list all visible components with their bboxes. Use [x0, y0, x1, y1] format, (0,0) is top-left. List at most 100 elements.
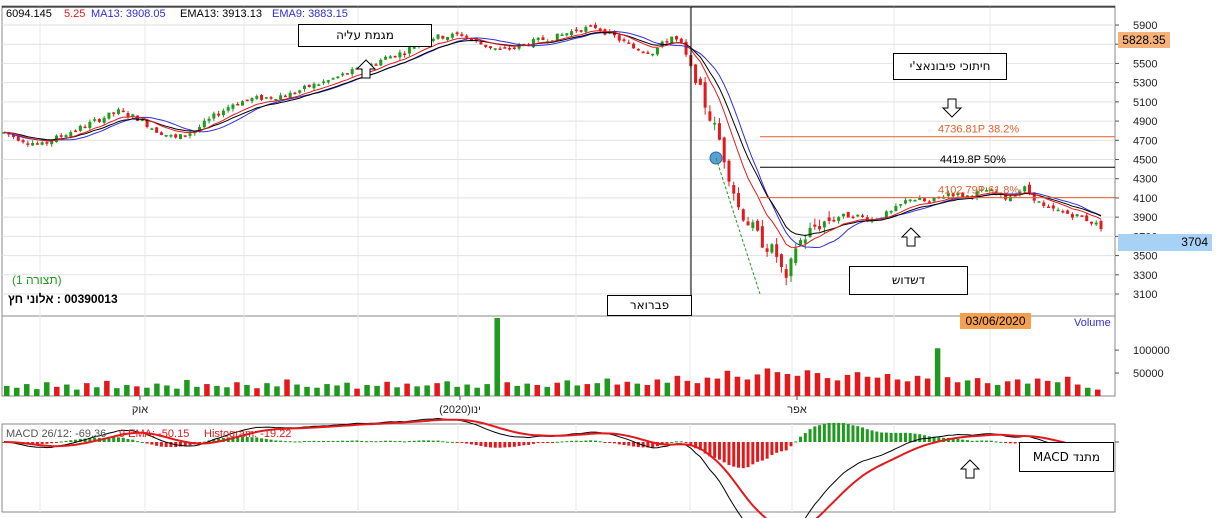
macd-histogram-bar	[570, 440, 574, 442]
volume-bar	[904, 381, 911, 396]
volume-label: Volume	[1074, 317, 1111, 329]
volume-bar	[704, 377, 711, 396]
volume-bar	[604, 378, 611, 396]
candle-body	[980, 189, 984, 191]
macd-histogram-bar	[369, 441, 373, 443]
candle-body	[908, 199, 912, 202]
macd-histogram-bar	[50, 442, 54, 444]
macd-histogram-bar	[31, 442, 35, 445]
volume-bar	[214, 385, 220, 396]
macd-histogram-bar	[732, 442, 736, 467]
macd-histogram-bar	[841, 423, 845, 442]
candle-body	[336, 76, 340, 78]
macd-histogram-bar	[703, 442, 707, 454]
price-tick-label: 3100	[1133, 289, 1157, 301]
candle-body	[240, 101, 244, 106]
candle-body	[865, 217, 869, 221]
macd-histogram-bar	[441, 441, 445, 443]
macd-histogram-bar	[784, 442, 788, 451]
macd-histogram-bar	[121, 437, 125, 442]
fib-level-label: 4102.79P 61.8%	[938, 185, 1019, 197]
volume-bar	[324, 384, 330, 396]
volume-bar	[414, 386, 420, 396]
macd-histogram-bar	[350, 440, 354, 442]
macd-histogram-bar	[317, 441, 321, 443]
macd-histogram-bar	[403, 441, 407, 443]
macd-histogram-bar	[288, 441, 292, 443]
macd-histogram-legend: Histogram: -19.22	[204, 428, 292, 440]
candle-body	[784, 269, 788, 278]
candle-body	[832, 219, 836, 222]
macd-histogram-bar	[93, 437, 97, 442]
macd-histogram-bar	[116, 437, 120, 442]
candle-body	[198, 127, 202, 131]
volume-bar	[1074, 384, 1081, 396]
macd-histogram-bar	[145, 442, 149, 444]
candle-body	[923, 198, 927, 202]
macd-histogram-bar	[1008, 442, 1012, 444]
candle-body	[985, 190, 989, 192]
volume-bar	[754, 374, 761, 396]
candle-body	[326, 80, 330, 83]
candle-body	[446, 37, 450, 40]
macd-histogram-bar	[851, 425, 855, 442]
candle-body	[665, 41, 669, 43]
candle-body	[465, 35, 469, 38]
macd-histogram-bar	[498, 442, 502, 448]
candle-body	[83, 126, 87, 129]
candle-body	[570, 31, 574, 35]
fib-anchor-line	[715, 157, 761, 295]
macd-histogram-bar	[608, 442, 612, 443]
candle-body	[121, 110, 125, 113]
macd-histogram-bar	[875, 431, 879, 442]
candle-body	[131, 114, 135, 117]
current-price-badge: 3704	[1118, 234, 1212, 251]
volume-bar	[184, 379, 190, 396]
candle-body	[1080, 215, 1084, 217]
macd-histogram-bar	[336, 440, 340, 442]
volume-bar	[34, 389, 40, 396]
candle-body	[722, 137, 726, 163]
candle-body	[737, 193, 741, 208]
candle-body	[884, 211, 888, 219]
macd-histogram-bar	[269, 439, 273, 442]
candle-body	[407, 47, 411, 54]
volume-bar	[574, 385, 581, 396]
candle-body	[827, 217, 831, 222]
candle-body	[651, 53, 655, 56]
candle-body	[713, 122, 717, 125]
volume-bar	[74, 389, 80, 396]
candle-body	[488, 46, 492, 49]
volume-bar	[714, 378, 721, 396]
macd-histogram-bar	[40, 442, 44, 444]
candle-body	[88, 121, 92, 128]
candle-body	[789, 258, 793, 277]
macd-histogram-bar	[503, 442, 507, 448]
macd-histogram-bar	[178, 442, 182, 447]
candle-body	[164, 135, 168, 137]
candle-body	[460, 34, 464, 37]
macd-histogram-bar	[322, 440, 326, 442]
candle-body	[450, 33, 454, 38]
candle-body	[641, 51, 645, 54]
macd-histogram-bar	[579, 440, 583, 442]
volume-bar	[304, 386, 310, 396]
candle-body	[279, 95, 283, 100]
volume-tick-label: 100000	[1133, 345, 1170, 357]
macd-histogram-bar	[722, 442, 726, 463]
macd-histogram-bar	[345, 440, 349, 442]
candle-body	[531, 39, 535, 48]
candle-body	[393, 55, 397, 58]
candle-body	[384, 56, 388, 60]
candle-body	[212, 113, 216, 119]
volume-bar	[294, 384, 300, 396]
macd-histogram-bar	[751, 442, 755, 465]
volume-bar	[824, 378, 831, 396]
fibonacci-box: חיתוכי פיבונאצ'י	[893, 53, 1007, 80]
candle-body	[670, 36, 674, 44]
macd-histogram-bar	[355, 440, 359, 442]
candle-body	[21, 140, 25, 143]
macd-histogram-bar	[35, 442, 39, 445]
macd-histogram-bar	[107, 437, 111, 442]
price-tick-label: 4700	[1133, 135, 1157, 147]
